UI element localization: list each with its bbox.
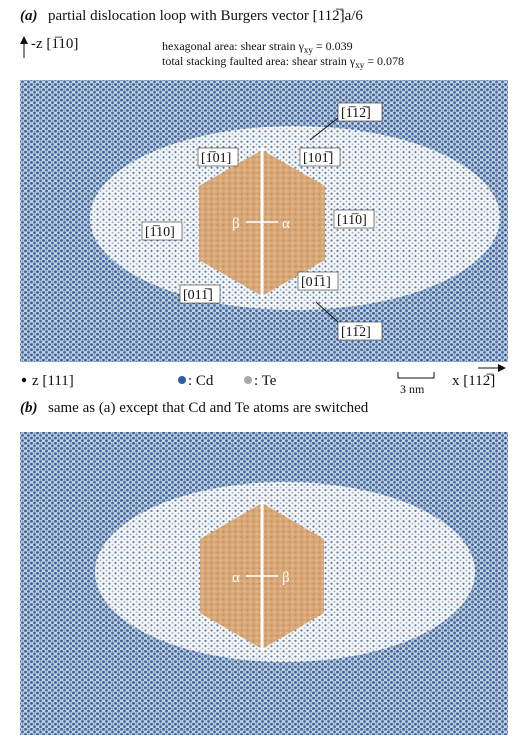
strain-line: total stacking faulted area: shear strai… [162, 54, 404, 70]
alpha: α [282, 216, 290, 232]
scale-label: 3 nm [400, 382, 425, 396]
direction-label: [101̅] [303, 151, 333, 166]
alpha: α [232, 570, 240, 586]
legend-label: : Cd [188, 373, 214, 389]
arrowhead [20, 36, 28, 44]
legend-dot [178, 376, 186, 384]
strain-text: total stacking faulted area: shear strai… [162, 54, 356, 68]
caption: same as (a) except that Cd and Te atoms … [48, 400, 369, 416]
axis-label: x [112̅] [452, 373, 495, 389]
scale-bar [398, 372, 434, 378]
strain-value: = 0.039 [313, 39, 353, 53]
arrowhead [498, 364, 506, 372]
direction-label: [1̅01] [201, 151, 231, 166]
panel-label: (a) [20, 8, 38, 24]
strain-line: hexagonal area: shear strain γxy = 0.039 [162, 39, 353, 55]
direction-label: [011̅] [183, 288, 213, 303]
direction-label: [1̅10] [145, 225, 175, 240]
strain-text: hexagonal area: shear strain γ [162, 39, 305, 53]
figure: (a) partial dislocation loop with Burger… [0, 0, 529, 735]
direction-label: [1̅12̅] [341, 106, 371, 121]
page: (a) partial dislocation loop with Burger… [0, 0, 529, 735]
panel-label: (b) [20, 400, 38, 416]
axis-label: z [111] [32, 373, 74, 389]
out-of-plane-dot [22, 378, 26, 382]
direction-label: [01̅1] [301, 275, 331, 290]
legend-dot [244, 376, 252, 384]
caption: partial dislocation loop with Burgers ve… [48, 8, 363, 24]
axis-label: -z [1̅10] [31, 36, 78, 52]
strain-value: = 0.078 [364, 54, 404, 68]
direction-label: [11̅2] [341, 325, 371, 340]
beta: β [232, 216, 240, 232]
direction-label: [11̅0] [337, 213, 367, 228]
beta: β [282, 570, 290, 586]
legend-label: : Te [254, 373, 277, 389]
